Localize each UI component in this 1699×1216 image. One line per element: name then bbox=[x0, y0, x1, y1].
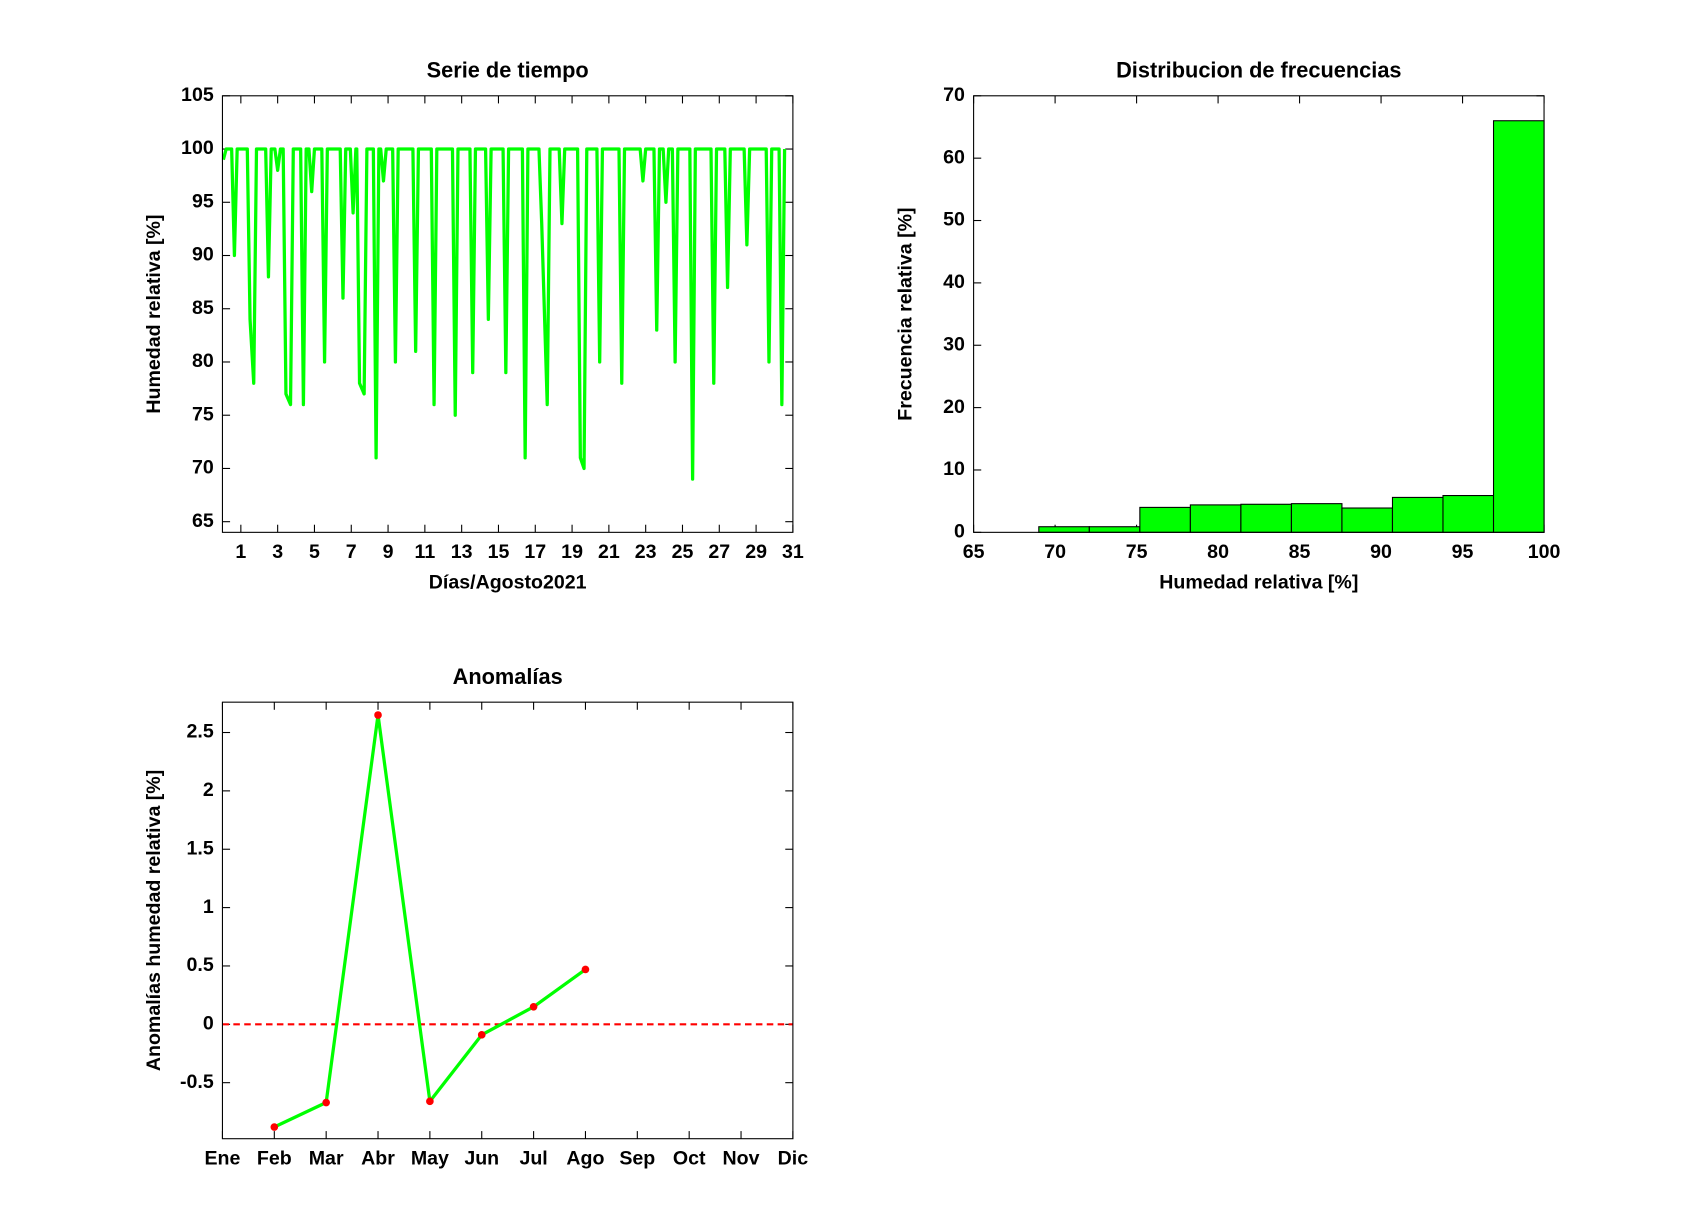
x-tick-label: 100 bbox=[1528, 541, 1561, 563]
x-tick-label: Abr bbox=[361, 1148, 395, 1170]
plot-title: Anomalías bbox=[453, 664, 563, 689]
x-tick-label: Ene bbox=[204, 1148, 240, 1170]
y-tick-label: 1 bbox=[203, 896, 214, 918]
x-tick-label: 1 bbox=[235, 541, 246, 563]
point bbox=[581, 965, 590, 974]
plot-frame bbox=[221, 95, 794, 533]
x-tick-label: 70 bbox=[1044, 541, 1066, 563]
y-tick-label: 1.5 bbox=[187, 837, 214, 859]
x-tick-label: 90 bbox=[1370, 541, 1392, 563]
y-tick-label: 20 bbox=[943, 396, 965, 418]
y-tick-label: 105 bbox=[181, 84, 214, 106]
y-tick-label: 0 bbox=[954, 521, 965, 543]
x-tick-label: Dic bbox=[778, 1148, 809, 1170]
x-tick-label: 29 bbox=[745, 541, 767, 563]
x-tick-label: Sep bbox=[619, 1148, 655, 1170]
x-tick-label: 17 bbox=[524, 541, 546, 563]
point bbox=[529, 1003, 538, 1011]
bar bbox=[1290, 503, 1343, 533]
x-tick-label: 11 bbox=[415, 541, 436, 563]
x-tick-label: 27 bbox=[708, 541, 730, 563]
y-axis-label: Frecuencia relativa [%] bbox=[894, 207, 916, 420]
x-axis-label: Días/Agosto2021 bbox=[429, 572, 587, 594]
y-tick-label: 60 bbox=[943, 146, 965, 168]
bar bbox=[1139, 506, 1191, 533]
x-tick-label: 21 bbox=[598, 541, 620, 563]
y-axis-label: Anomalías humedad relativa [%] bbox=[143, 770, 165, 1071]
y-tick-label: 0 bbox=[203, 1012, 214, 1034]
y-tick-label: -0.5 bbox=[180, 1071, 214, 1093]
y-tick-label: 65 bbox=[192, 510, 214, 532]
plot-frame bbox=[973, 95, 1545, 533]
y-tick-label: 0.5 bbox=[187, 954, 214, 976]
plot-title: Serie de tiempo bbox=[427, 58, 589, 83]
y-tick-label: 90 bbox=[192, 244, 214, 266]
x-axis-label: Humedad relativa [%] bbox=[1159, 572, 1358, 594]
y-tick-label: 40 bbox=[943, 271, 965, 293]
y-tick-label: 85 bbox=[192, 297, 214, 319]
x-tick-label: 5 bbox=[309, 541, 320, 563]
bar bbox=[1088, 526, 1141, 533]
x-tick-label: 80 bbox=[1207, 541, 1229, 563]
y-tick-label: 70 bbox=[943, 84, 965, 106]
x-tick-label: 15 bbox=[488, 541, 510, 563]
x-tick-label: 75 bbox=[1126, 541, 1148, 563]
x-tick-label: 31 bbox=[782, 541, 804, 563]
y-tick-label: 80 bbox=[192, 350, 214, 372]
plot-frame bbox=[221, 701, 794, 1140]
bar bbox=[1240, 503, 1292, 533]
y-tick-label: 70 bbox=[192, 457, 214, 479]
x-tick-label: 13 bbox=[451, 541, 473, 563]
x-tick-label: Mar bbox=[309, 1148, 344, 1170]
x-tick-label: Nov bbox=[723, 1148, 760, 1170]
x-tick-label: 25 bbox=[672, 541, 694, 563]
point bbox=[426, 1097, 434, 1106]
x-tick-label: 95 bbox=[1452, 541, 1474, 563]
y-tick-label: 2 bbox=[203, 779, 214, 801]
x-tick-label: 65 bbox=[963, 541, 985, 563]
bar bbox=[1189, 504, 1242, 533]
plot-title: Distribucion de frecuencias bbox=[1116, 58, 1401, 83]
series-line bbox=[221, 147, 787, 481]
y-axis-label: Humedad relativa [%] bbox=[143, 215, 165, 414]
bar bbox=[1038, 526, 1090, 533]
y-tick-label: 10 bbox=[943, 458, 965, 480]
x-tick-label: 9 bbox=[383, 541, 394, 563]
x-tick-label: 19 bbox=[561, 541, 583, 563]
x-tick-label: May bbox=[411, 1148, 449, 1170]
x-tick-label: Feb bbox=[257, 1148, 292, 1170]
x-tick-label: 7 bbox=[346, 541, 357, 563]
y-tick-label: 50 bbox=[943, 209, 965, 231]
y-tick-label: 100 bbox=[181, 137, 214, 159]
x-tick-label: Oct bbox=[673, 1148, 706, 1170]
y-tick-label: 30 bbox=[943, 333, 965, 355]
x-tick-label: Ago bbox=[566, 1148, 604, 1170]
x-tick-label: 3 bbox=[272, 541, 283, 563]
bar bbox=[1391, 496, 1444, 533]
x-tick-label: Jul bbox=[519, 1148, 547, 1170]
point bbox=[477, 1031, 486, 1039]
x-tick-label: Jun bbox=[464, 1148, 499, 1170]
point bbox=[374, 711, 382, 719]
y-tick-label: 75 bbox=[192, 403, 214, 425]
bar bbox=[1492, 120, 1545, 533]
x-tick-label: 23 bbox=[635, 541, 657, 563]
bar bbox=[1341, 507, 1394, 533]
bar bbox=[1442, 495, 1495, 533]
point bbox=[322, 1098, 330, 1107]
x-tick-label: 85 bbox=[1289, 541, 1311, 563]
y-tick-label: 95 bbox=[192, 190, 214, 212]
y-tick-label: 2.5 bbox=[187, 721, 214, 743]
point bbox=[270, 1123, 279, 1131]
